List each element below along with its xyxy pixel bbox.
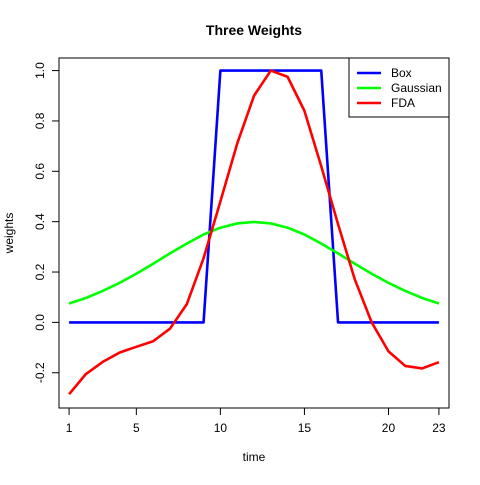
y-axis: -0.2 0.0 0.2 0.4 0.6 0.8 1.0 (33, 62, 60, 383)
x-axis: 1 5 10 15 20 23 (66, 407, 446, 435)
x-tick-label: 15 (298, 421, 312, 435)
y-tick-label: -0.2 (33, 362, 47, 383)
series-line-fda (68, 69, 440, 395)
y-tick-label: 0.0 (33, 314, 47, 331)
x-tick-label: 23 (432, 421, 446, 435)
y-tick-label: 0.8 (33, 112, 47, 129)
x-axis-label: time (243, 450, 266, 464)
legend-label: Gaussian (391, 81, 442, 95)
x-tick-label: 1 (66, 421, 73, 435)
x-tick-label: 10 (214, 421, 228, 435)
legend-label: Box (391, 66, 412, 80)
series-line-gaussian (68, 220, 440, 305)
y-tick-label: 0.4 (33, 213, 47, 230)
y-axis-label: weights (2, 213, 16, 255)
y-tick-label: 1.0 (33, 62, 47, 79)
series-line-box (69, 69, 439, 324)
y-tick-label: 0.6 (33, 163, 47, 180)
legend-label: FDA (391, 96, 415, 110)
x-tick-label: 20 (382, 421, 396, 435)
y-tick-label: 0.2 (33, 263, 47, 280)
series-layer (68, 69, 440, 395)
x-tick-label: 5 (133, 421, 140, 435)
chart-title: Three Weights (206, 22, 302, 38)
